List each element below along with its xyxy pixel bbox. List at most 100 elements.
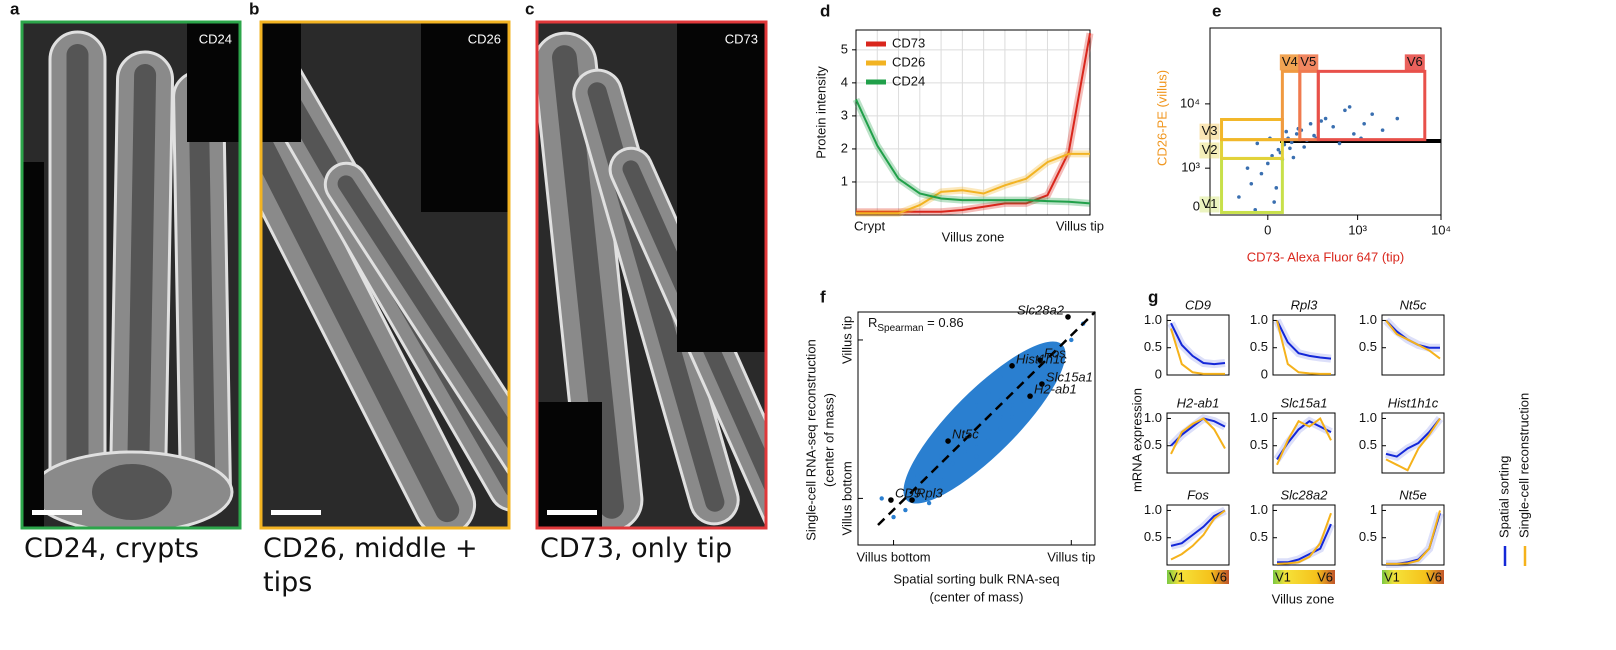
x-axis-title: (center of mass): [930, 589, 1024, 604]
highlighted-gene: [1009, 363, 1015, 369]
marker-label: CD73: [725, 31, 758, 46]
gene-label: Slc28a2: [1017, 302, 1065, 317]
image-frame: [535, 20, 768, 530]
chart-title: Slc28a2: [1281, 487, 1329, 502]
event-point: [1249, 181, 1254, 186]
x-tick-label: Villus tip: [1056, 218, 1104, 233]
zone-label: V1: [1384, 569, 1400, 584]
legend-label: CD73: [892, 35, 925, 50]
zone-bar: [1273, 570, 1335, 584]
gene-label: Fos: [1044, 345, 1066, 360]
event-point: [1294, 132, 1299, 136]
y-tick-label: 10³: [1181, 160, 1200, 175]
event-point: [1337, 141, 1342, 146]
highlighted-gene: [909, 497, 915, 503]
highlighted-gene: [1039, 381, 1045, 387]
panel-letter: f: [820, 287, 826, 306]
plot-frame: [857, 311, 1096, 546]
series-line: [1276, 512, 1332, 565]
y-tick-label: 1.0: [1250, 312, 1268, 327]
gene-point: [1033, 375, 1038, 380]
plot-frame: [1272, 412, 1336, 474]
gate-label: V6: [1407, 54, 1423, 69]
plot-frame: [1166, 314, 1230, 376]
gene-label: Nt5c: [952, 427, 979, 442]
event-point: [1288, 146, 1292, 151]
y-axis-title: (center of mass): [821, 393, 836, 487]
gene-label: Rpl3: [916, 485, 944, 500]
event-point: [1370, 112, 1374, 116]
y-axis-title: Single-cell RNA-seq reconstruction: [803, 339, 818, 541]
y-axis-title: mRNA expression: [1129, 388, 1144, 492]
correlation-label: RSpearman = 0.86: [868, 315, 964, 333]
gene-point: [962, 449, 967, 454]
gene-point: [1009, 414, 1015, 420]
point-cloud: [903, 341, 1066, 504]
legend-label: CD24: [892, 73, 925, 88]
confidence-band: [1385, 416, 1444, 461]
mosaic-gap: [677, 22, 766, 352]
series-line: [1385, 417, 1441, 458]
x-tick-label: 0: [1264, 222, 1271, 237]
series-line: [1170, 322, 1226, 366]
image-frame: [259, 20, 511, 530]
y-tick-label: 0.5: [1144, 339, 1162, 354]
gene-point: [974, 403, 979, 408]
y-tick-label: 1.0: [1144, 410, 1162, 425]
y-tick-label: 0.5: [1144, 437, 1162, 452]
gene-point: [1009, 379, 1015, 385]
x-axis-title: Spatial sorting bulk RNA-seq: [893, 571, 1059, 586]
panel-letter: d: [820, 1, 830, 20]
y-tick-label: 1.0: [1359, 312, 1377, 327]
caption: CD26, middle + tips: [263, 533, 478, 598]
event-point: [1302, 145, 1306, 149]
event-point: [1276, 147, 1281, 152]
event-point: [1284, 129, 1289, 134]
marker-label: CD26: [468, 31, 501, 46]
image-frame: [20, 20, 242, 530]
gate-label: V5: [1300, 54, 1316, 69]
gene-point: [1021, 384, 1027, 389]
mosaic-gap: [22, 162, 44, 528]
gene-point: [974, 454, 979, 459]
villus-core: [337, 175, 509, 519]
gene-point: [950, 461, 955, 466]
y-tick-label: 10⁴: [1180, 95, 1200, 110]
event-point: [1253, 208, 1258, 212]
x-tick-label: 10³: [1348, 222, 1367, 237]
gene-point: [915, 472, 920, 478]
r-symbol: R: [868, 315, 877, 330]
gene-point: [891, 514, 896, 520]
gene-point: [903, 507, 908, 513]
event-point: [1347, 105, 1352, 109]
gene-point: [962, 465, 967, 471]
r-value: = 0.86: [924, 315, 964, 330]
zone-label: V6: [1317, 569, 1333, 584]
gate-label-bg: [1199, 142, 1220, 159]
plot-frame: [1272, 504, 1336, 566]
x-tick-label: Crypt: [854, 218, 885, 233]
event-point: [1395, 116, 1400, 121]
y-tick-label: 1: [841, 173, 848, 188]
highlighted-gene: [945, 438, 951, 444]
gene-point: [1045, 368, 1050, 373]
y-tick-label: 1.0: [1144, 502, 1162, 517]
event-point: [1259, 171, 1264, 176]
mosaic-gap: [187, 22, 240, 142]
plot-frame: [1166, 504, 1230, 566]
x-axis-title: Villus zone: [1272, 591, 1335, 606]
event-point: [1319, 119, 1323, 123]
gate-label-bg: [1279, 54, 1300, 71]
zone-label: V6: [1211, 569, 1227, 584]
y-tick-label: 0: [1155, 366, 1162, 381]
plot-frame: [1166, 412, 1230, 474]
y-tick-label: 1.0: [1144, 312, 1162, 327]
chart-title: Nt5c: [1400, 297, 1427, 312]
gene-point: [974, 444, 979, 450]
highlighted-gene: [1027, 393, 1033, 399]
zone-label: V6: [1426, 569, 1442, 584]
x-tick-label: Villus tip: [1047, 549, 1095, 564]
villus-core: [261, 41, 460, 523]
scale-bar: [271, 510, 321, 515]
